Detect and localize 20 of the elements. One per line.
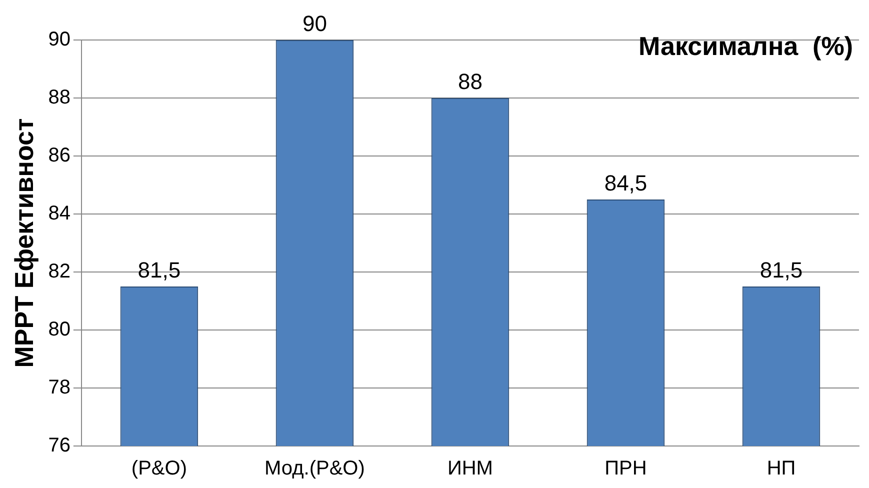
y-tick-label: 82 <box>48 260 70 283</box>
data-label: 90 <box>302 11 327 36</box>
x-tick-label: ПРН <box>604 458 647 480</box>
x-tick-label: НП <box>766 458 796 480</box>
data-label: 88 <box>458 69 482 94</box>
y-tick-label: 90 <box>48 28 70 51</box>
y-tick-label: 78 <box>48 376 70 399</box>
x-tick-label: Мод.(P&O) <box>264 458 365 480</box>
y-tick-label: 84 <box>48 202 70 225</box>
y-tick-label: 88 <box>48 86 70 109</box>
x-tick-label: ИНМ <box>447 458 493 480</box>
data-label: 81,5 <box>760 258 803 283</box>
y-tick-label: 86 <box>48 144 70 167</box>
y-axis-title: МРРТ Ефективност <box>8 118 39 368</box>
chart-title: Максимална (%) <box>638 31 853 62</box>
data-label: 81,5 <box>138 258 181 283</box>
data-label: 84,5 <box>604 170 648 196</box>
y-tick-label: 76 <box>48 434 70 457</box>
x-tick-label: (P&O) <box>131 458 187 480</box>
y-tick-label: 80 <box>48 318 70 341</box>
